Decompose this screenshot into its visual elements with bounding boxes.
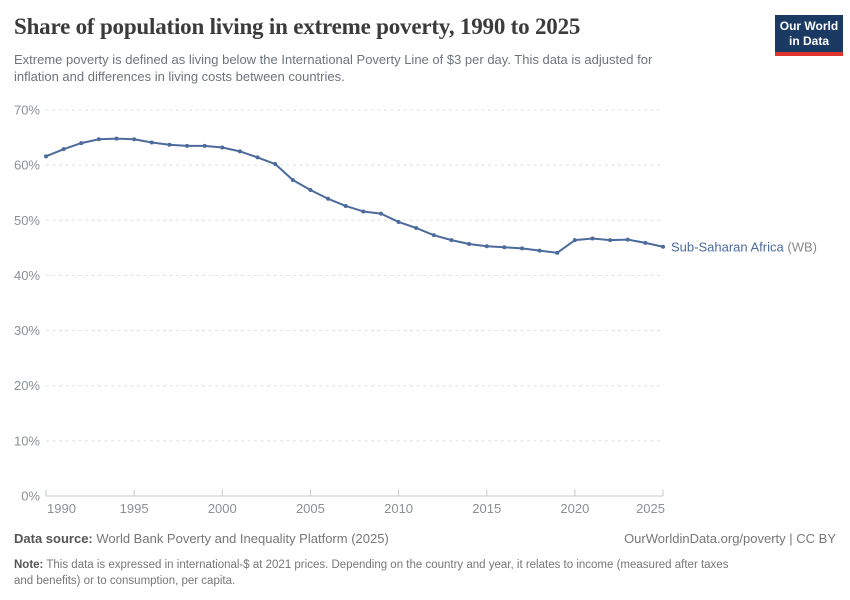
- data-point[interactable]: [661, 244, 665, 249]
- y-axis-tick-label: 0%: [21, 489, 40, 504]
- owid-logo-redbar: [775, 52, 843, 56]
- owid-logo-text: Our World in Data: [775, 15, 843, 52]
- data-point[interactable]: [502, 245, 507, 250]
- x-axis-tick-label: 1990: [47, 501, 76, 516]
- data-point[interactable]: [167, 142, 172, 147]
- data-point[interactable]: [572, 238, 577, 243]
- note-label: Note:: [14, 559, 44, 571]
- x-axis-tick-label: 2020: [560, 501, 589, 516]
- data-point[interactable]: [643, 240, 648, 245]
- data-point[interactable]: [273, 162, 278, 167]
- data-point[interactable]: [96, 137, 101, 142]
- data-point[interactable]: [202, 143, 207, 148]
- data-point[interactable]: [79, 141, 84, 146]
- x-axis-tick-label: 2005: [296, 501, 325, 516]
- data-point[interactable]: [625, 237, 630, 242]
- data-point[interactable]: [519, 246, 524, 251]
- series-end-label: Sub-Saharan Africa (WB): [671, 239, 817, 254]
- y-axis-tick-label: 20%: [14, 378, 40, 393]
- data-source-label: Data source:: [14, 531, 93, 546]
- data-point[interactable]: [361, 209, 366, 214]
- chart-note: Note: This data is expressed in internat…: [14, 557, 826, 589]
- chart-subtitle-line1: Extreme poverty is defined as living bel…: [14, 52, 653, 67]
- data-point[interactable]: [308, 187, 313, 192]
- y-axis-tick-label: 10%: [14, 433, 40, 448]
- data-point[interactable]: [220, 145, 225, 150]
- y-axis-tick-label: 70%: [14, 103, 40, 118]
- data-point[interactable]: [555, 250, 560, 255]
- y-axis-tick-label: 30%: [14, 323, 40, 338]
- x-axis-tick-label: 2010: [384, 501, 413, 516]
- x-axis-tick-label: 1995: [120, 501, 149, 516]
- page-title: Share of population living in extreme po…: [14, 14, 581, 39]
- data-point[interactable]: [255, 155, 260, 160]
- data-point[interactable]: [396, 219, 401, 224]
- x-axis-tick-label: 2025: [636, 501, 665, 516]
- data-source-value: World Bank Poverty and Inequality Platfo…: [92, 531, 389, 546]
- data-point[interactable]: [467, 241, 472, 246]
- chart-note-line1: Note: This data is expressed in internat…: [14, 559, 729, 571]
- y-axis-tick-label: 50%: [14, 213, 40, 228]
- y-axis-tick-label: 60%: [14, 158, 40, 173]
- data-point[interactable]: [343, 203, 348, 208]
- y-axis-tick-label: 40%: [14, 268, 40, 283]
- data-point[interactable]: [590, 236, 595, 241]
- data-point[interactable]: [185, 143, 190, 148]
- data-point[interactable]: [114, 136, 119, 141]
- chart-subtitle-line2: inflation and differences in living cost…: [14, 69, 345, 84]
- x-axis-tick-label: 2015: [472, 501, 501, 516]
- data-point[interactable]: [326, 196, 331, 201]
- data-point[interactable]: [61, 147, 66, 152]
- data-point[interactable]: [537, 248, 542, 253]
- owid-logo[interactable]: Our World in Data: [775, 15, 843, 56]
- data-point[interactable]: [449, 238, 454, 243]
- data-point[interactable]: [431, 233, 436, 238]
- data-point[interactable]: [237, 149, 242, 154]
- data-point[interactable]: [132, 137, 137, 142]
- data-point[interactable]: [44, 154, 48, 159]
- chart-footer: Data source: World Bank Poverty and Ineq…: [14, 531, 836, 589]
- series-line[interactable]: [45, 137, 664, 254]
- data-point[interactable]: [414, 226, 419, 231]
- footer-license-link[interactable]: OurWorldinData.org/poverty | CC BY: [624, 531, 836, 546]
- chart-subtitle: Extreme poverty is defined as living bel…: [14, 51, 774, 85]
- data-point[interactable]: [608, 238, 613, 243]
- data-point[interactable]: [149, 140, 154, 145]
- data-point[interactable]: [290, 178, 295, 183]
- x-axis-tick-label: 2000: [208, 501, 237, 516]
- data-point[interactable]: [484, 244, 489, 249]
- chart-note-line2: and benefits) or to consumption, per cap…: [14, 575, 236, 587]
- data-point[interactable]: [378, 211, 383, 216]
